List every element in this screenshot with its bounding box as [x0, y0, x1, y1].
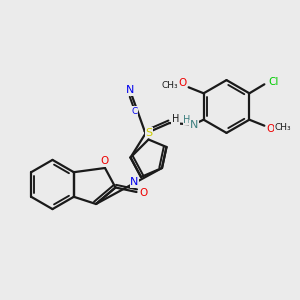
Text: CH₃: CH₃	[162, 81, 178, 90]
Text: N: N	[190, 120, 198, 130]
Text: O: O	[178, 78, 187, 88]
Text: S: S	[146, 128, 153, 138]
Text: CH₃: CH₃	[275, 123, 291, 132]
Text: C: C	[131, 106, 137, 116]
Text: N: N	[126, 85, 135, 95]
Text: O: O	[100, 156, 109, 167]
Text: N: N	[130, 177, 139, 188]
Text: Cl: Cl	[268, 77, 279, 87]
Text: O: O	[266, 124, 275, 134]
Text: O: O	[139, 188, 147, 199]
Text: H: H	[172, 114, 179, 124]
Text: H: H	[183, 115, 190, 125]
